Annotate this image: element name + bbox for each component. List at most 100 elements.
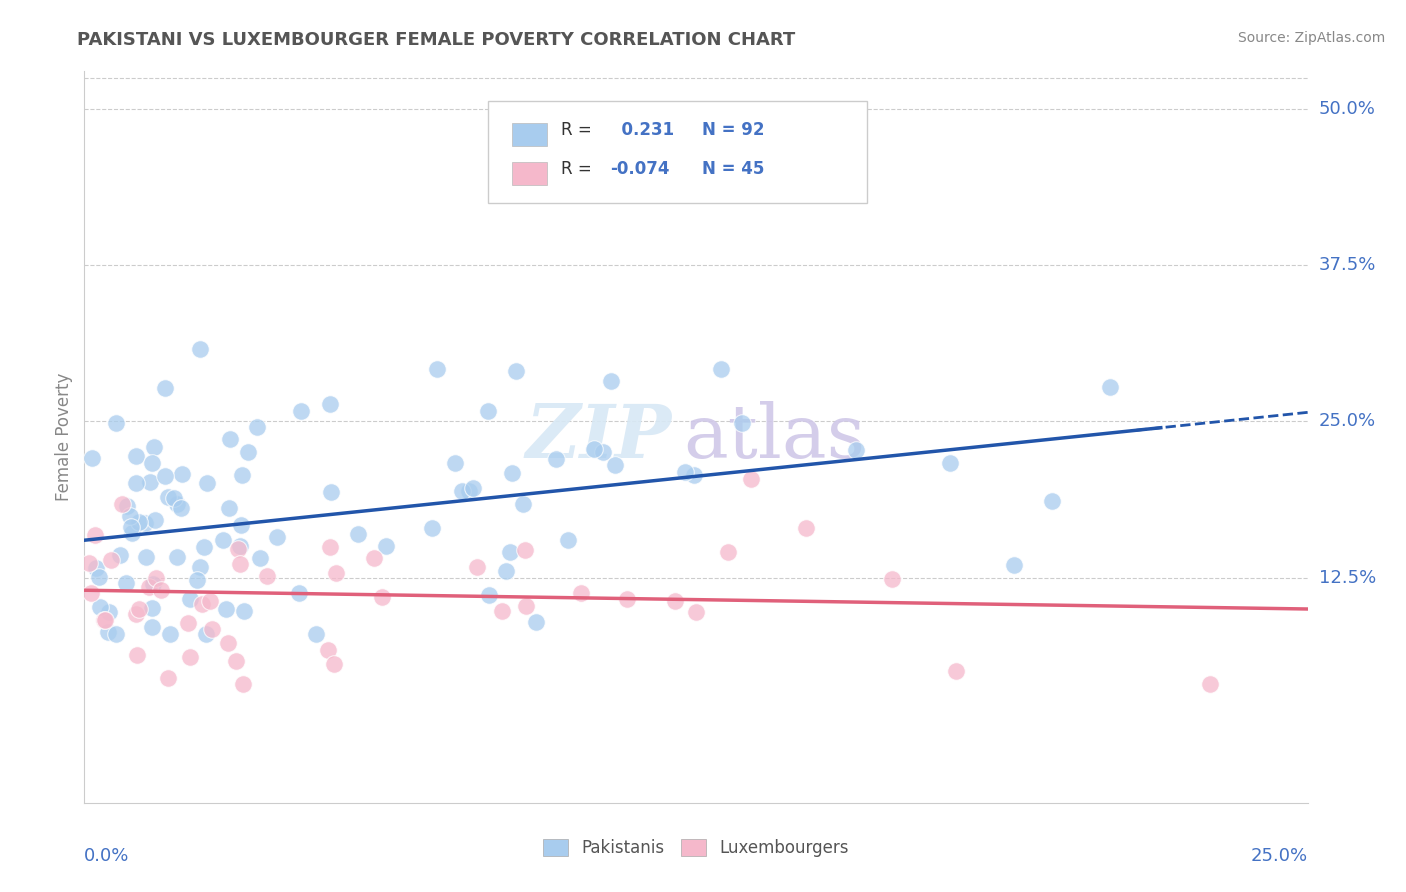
Point	[93, 613, 115, 627]
Point	[197, 476, 219, 491]
Point	[731, 416, 754, 430]
Point	[127, 648, 149, 662]
Point	[616, 592, 638, 607]
Point	[501, 466, 523, 480]
Point	[217, 635, 239, 649]
Point	[93, 613, 115, 627]
Point	[115, 500, 138, 514]
Text: 0.0%: 0.0%	[84, 847, 129, 864]
Text: R =: R =	[561, 121, 592, 139]
Point	[114, 576, 136, 591]
Point	[794, 521, 817, 535]
Point	[287, 586, 309, 600]
Point	[583, 442, 606, 456]
Point	[256, 568, 278, 582]
Point	[363, 551, 385, 566]
Point	[544, 452, 567, 467]
Point	[125, 475, 148, 490]
Point	[451, 483, 474, 498]
Point	[1002, 558, 1025, 573]
Point	[195, 627, 218, 641]
Point	[420, 521, 443, 535]
Point	[156, 490, 179, 504]
Point	[84, 561, 107, 575]
Point	[141, 457, 163, 471]
Point	[1198, 677, 1220, 691]
Point	[685, 605, 707, 619]
Text: Source: ZipAtlas.com: Source: ZipAtlas.com	[1237, 31, 1385, 45]
Text: PAKISTANI VS LUXEMBOURGER FEMALE POVERTY CORRELATION CHART: PAKISTANI VS LUXEMBOURGER FEMALE POVERTY…	[77, 31, 796, 49]
Point	[673, 465, 696, 479]
Point	[104, 416, 127, 430]
Text: ZIP: ZIP	[526, 401, 672, 474]
Point	[505, 364, 527, 378]
Point	[159, 627, 181, 641]
Point	[231, 518, 253, 533]
Point	[177, 615, 200, 630]
Point	[153, 381, 176, 395]
Text: R =: R =	[561, 160, 592, 178]
Point	[844, 443, 866, 458]
Legend: Pakistanis, Luxembourgers: Pakistanis, Luxembourgers	[536, 832, 856, 864]
Point	[465, 560, 488, 574]
Point	[125, 449, 148, 463]
Point	[121, 525, 143, 540]
Point	[138, 580, 160, 594]
Point	[710, 361, 733, 376]
Point	[153, 469, 176, 483]
Y-axis label: Female Poverty: Female Poverty	[55, 373, 73, 501]
Point	[569, 585, 592, 599]
Point	[218, 500, 240, 515]
Point	[98, 605, 121, 619]
Point	[108, 548, 131, 562]
Point	[191, 598, 214, 612]
Point	[225, 654, 247, 668]
Point	[145, 571, 167, 585]
Text: 0.231: 0.231	[610, 121, 675, 139]
Text: 37.5%: 37.5%	[1319, 256, 1376, 274]
Point	[135, 549, 157, 564]
Point	[499, 545, 522, 559]
Point	[156, 672, 179, 686]
Point	[170, 501, 193, 516]
Point	[524, 615, 547, 629]
Point	[179, 592, 201, 607]
Point	[166, 549, 188, 564]
Point	[166, 497, 188, 511]
Point	[79, 556, 101, 570]
Point	[89, 600, 111, 615]
Point	[375, 540, 398, 554]
Point	[120, 520, 142, 534]
Point	[305, 627, 328, 641]
Point	[325, 566, 347, 580]
Point	[105, 627, 128, 641]
Point	[605, 458, 627, 472]
Point	[219, 432, 242, 446]
Point	[512, 497, 534, 511]
Point	[128, 515, 150, 529]
Point	[266, 529, 288, 543]
Point	[347, 527, 370, 541]
Point	[477, 404, 499, 418]
Point	[201, 623, 224, 637]
Point	[142, 576, 165, 591]
Point	[945, 665, 967, 679]
Point	[229, 557, 252, 571]
Point	[458, 483, 481, 498]
Point	[717, 545, 740, 559]
Point	[190, 559, 212, 574]
Point	[318, 540, 340, 554]
Point	[478, 588, 501, 602]
Point	[134, 516, 156, 530]
FancyBboxPatch shape	[488, 101, 868, 203]
Point	[557, 533, 579, 547]
Point	[141, 600, 163, 615]
Point	[198, 594, 221, 608]
Point	[1040, 493, 1063, 508]
Point	[226, 541, 249, 556]
Point	[322, 657, 344, 671]
Point	[188, 343, 211, 357]
Point	[111, 497, 134, 511]
Point	[142, 441, 165, 455]
Point	[163, 491, 186, 506]
